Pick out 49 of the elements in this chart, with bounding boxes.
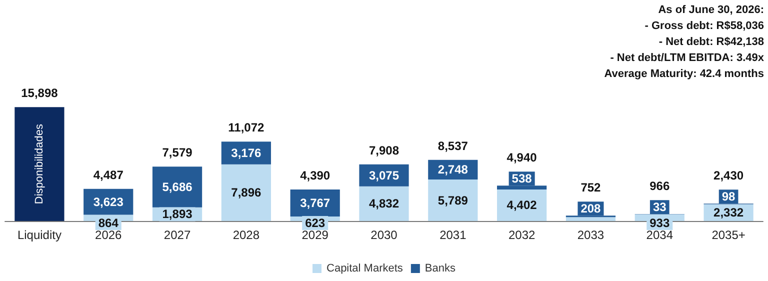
total-label: 8,537 xyxy=(438,138,468,153)
text: As of June 30, 2026: xyxy=(658,4,764,16)
total-label: 966 xyxy=(650,179,670,194)
legend-label: Capital Markets xyxy=(326,262,404,274)
total-label: 4,390 xyxy=(300,168,330,183)
data-label: 1,893 xyxy=(162,207,193,222)
data-label: 933 xyxy=(650,216,670,230)
text: Average Maturity: 42.4 months xyxy=(604,68,764,80)
data-label: 3,623 xyxy=(93,194,124,209)
total-label: 752 xyxy=(580,180,602,195)
total-label: 11,072 xyxy=(228,120,265,135)
data-label: 3,075 xyxy=(368,168,400,182)
total-label: 15,898 xyxy=(21,86,58,100)
data-label: 864 xyxy=(98,216,119,230)
x-tick-label: 2033 xyxy=(577,228,604,242)
legend-label: Banks xyxy=(424,262,456,274)
x-tick-label: 2034 xyxy=(646,228,674,242)
data-label: 4,402 xyxy=(506,198,538,212)
data-label: 538 xyxy=(512,172,532,186)
total-label: 7,908 xyxy=(368,143,400,158)
data-label: 2,748 xyxy=(438,162,468,177)
x-tick-label: 2035+ xyxy=(712,228,746,242)
x-tick-label: 2028 xyxy=(232,228,260,242)
data-label: 5,789 xyxy=(438,193,468,208)
series-label: Disponibilidades xyxy=(33,123,46,204)
text: - Net debt/LTM EBITDA: 3.49x xyxy=(610,52,765,64)
data-label: 5,686 xyxy=(162,180,193,194)
x-tick-label: 2032 xyxy=(508,228,536,242)
data-label: 623 xyxy=(305,216,326,230)
total-label: 4,487 xyxy=(93,168,124,182)
total-label: 2,430 xyxy=(714,168,744,183)
data-label: 4,832 xyxy=(368,196,400,211)
data-label: 33 xyxy=(652,200,667,214)
data-label: 3,767 xyxy=(300,196,330,210)
data-label: 208 xyxy=(580,202,602,216)
total-label: 7,579 xyxy=(162,146,193,160)
x-tick-label: 2030 xyxy=(370,228,398,242)
x-tick-label: 2029 xyxy=(302,228,329,242)
data-label: 98 xyxy=(722,190,736,204)
total-label: 4,940 xyxy=(506,150,538,165)
x-tick-label: Liquidity xyxy=(17,228,62,242)
x-tick-label: 2031 xyxy=(440,228,467,242)
data-label: 7,896 xyxy=(231,186,262,200)
text: - Gross debt: R$58,036 xyxy=(644,20,764,32)
text: - Net debt: R$42,138 xyxy=(658,36,764,48)
x-tick-label: 2027 xyxy=(164,228,191,242)
data-label: 2,332 xyxy=(714,206,744,220)
data-label: 3,176 xyxy=(231,146,262,160)
x-tick-label: 2026 xyxy=(95,228,122,242)
